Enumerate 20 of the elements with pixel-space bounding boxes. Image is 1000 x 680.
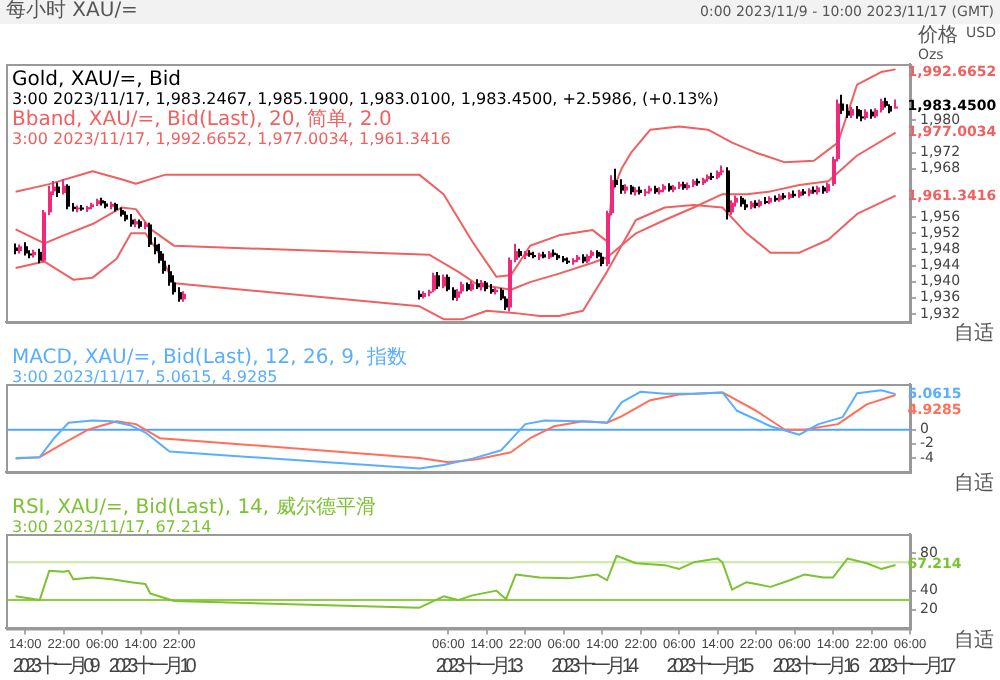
text: 自适 bbox=[954, 471, 994, 496]
x2-tick-label: 2023 十一月 15 bbox=[666, 653, 756, 678]
text: 价格 bbox=[916, 23, 958, 48]
annotation: 3:00 2023/11/17, 1,983.2467, 1,985.1900, 1,983.0100, 1,983.4500, +2.5986, (+0.13%) bbox=[12, 90, 719, 109]
x2-tick-label: 2023 十一月 14 bbox=[551, 653, 640, 678]
x2-tick-label: 2023 十一月 16 bbox=[772, 653, 862, 678]
x2-tick-label: 2023 十一月 10 bbox=[108, 653, 198, 678]
text: 自适 bbox=[954, 627, 994, 652]
text: Bband, XAU/=, Bid(Last), 20, 简单, 2.0 bbox=[12, 107, 392, 132]
x2-tick-label: 2023 十一月 09 bbox=[12, 653, 102, 678]
chart-title: 每小时 XAU/= bbox=[6, 0, 138, 24]
text: 自适 bbox=[954, 321, 994, 346]
x2-tick-label: 2023 十一月 17 bbox=[868, 653, 958, 678]
text: MACD, XAU/=, Bid(Last), 12, 26, 9, 指数 bbox=[12, 345, 407, 370]
text: Gold, XAU/=, Bid bbox=[12, 69, 181, 92]
annotation: 3:00 2023/11/17, 1,992.6652, 1,977.0034, 1,961.3416 bbox=[12, 130, 451, 149]
text: RSI, XAU/=, Bid(Last), 14, 威尔德平滑 bbox=[12, 495, 376, 520]
x2-tick-label: 2023 十一月 13 bbox=[435, 653, 525, 678]
annotation: 3:00 2023/11/17, 5.0615, 4.9285 bbox=[12, 368, 278, 387]
annotation: 3:00 2023/11/17, 67.214 bbox=[12, 518, 212, 537]
